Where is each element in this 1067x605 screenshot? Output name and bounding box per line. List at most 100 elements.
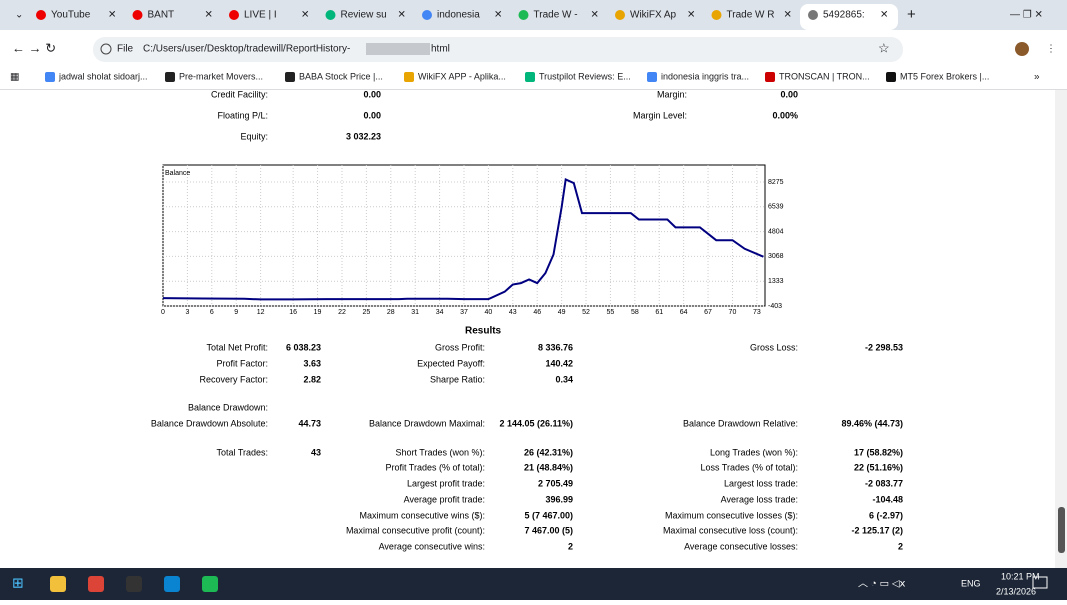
bookmark-star[interactable]: ☆ [878, 40, 890, 55]
info-icon[interactable] [100, 43, 112, 55]
tab-close[interactable]: ✕ [301, 10, 309, 21]
result-value: 2 144.05 (26.11%) [499, 418, 573, 428]
url-path[interactable]: C:/Users/user/Desktop/tradewill/ReportHi… [143, 44, 350, 55]
x-tick-label: 64 [680, 309, 688, 316]
tab-title[interactable]: BANT [148, 10, 175, 21]
result-label: Gross Profit: [435, 342, 485, 352]
window-controls[interactable]: — ❐ ✕ [1010, 10, 1043, 21]
tab-close[interactable]: ✕ [880, 10, 888, 21]
tab-icon [325, 10, 336, 20]
tab-title[interactable]: Review su [341, 10, 387, 21]
bookmark[interactable]: jadwal sholat sidoarj... [58, 71, 148, 81]
result-value: 2 [568, 541, 573, 551]
scheme: File [117, 44, 134, 55]
summary-value: 3 032.23 [346, 131, 381, 141]
tab-title[interactable]: LIVE | I [244, 10, 277, 21]
url-suffix[interactable]: html [431, 44, 450, 55]
x-tick-label: 40 [485, 309, 493, 316]
x-tick-label: 43 [509, 309, 517, 316]
bookmark[interactable]: MT5 Forex Brokers |... [900, 71, 989, 81]
date[interactable]: 2/13/2026 [996, 586, 1036, 596]
x-tick-label: 0 [161, 309, 165, 316]
tab-title[interactable]: Trade W - [534, 10, 578, 21]
result-label: Average consecutive wins: [379, 541, 485, 551]
tab-close[interactable]: ✕ [108, 10, 116, 21]
taskbar-app[interactable] [164, 576, 180, 592]
tab-title[interactable]: Trade W R [727, 10, 775, 21]
x-tick-label: 28 [387, 309, 395, 316]
tab-close[interactable]: ✕ [687, 10, 695, 21]
bookmark[interactable]: WikiFX APP - Aplika... [418, 71, 506, 81]
taskbar [0, 568, 1067, 600]
tab-close[interactable]: ✕ [398, 10, 406, 21]
taskbar-app[interactable] [126, 576, 142, 592]
scroll-thumb[interactable] [1058, 507, 1065, 553]
tab-title[interactable]: WikiFX Ap [630, 10, 677, 21]
result-value: 21 (48.84%) [524, 462, 573, 472]
apps[interactable]: ▦ [10, 72, 19, 83]
more-bookmarks[interactable]: » [1034, 72, 1040, 83]
y-tick-label: 6539 [768, 204, 784, 211]
result-value: -104.48 [872, 494, 903, 504]
result-label: Average profit trade: [404, 494, 485, 504]
x-tick-label: 55 [607, 309, 615, 316]
start[interactable]: ⊞ [12, 575, 24, 591]
taskbar-app[interactable] [202, 576, 218, 592]
x-tick-label: 70 [729, 309, 737, 316]
tab-icon [422, 10, 432, 20]
tab-close[interactable]: ✕ [591, 10, 599, 21]
result-label: Total Net Profit: [206, 342, 268, 352]
tray-icons[interactable]: ︿ ◔ ▭ ◁ⅹ [858, 579, 906, 590]
new-tab[interactable]: + [907, 6, 916, 23]
x-tick-label: 19 [314, 309, 322, 316]
result-value: 89.46% (44.73) [841, 418, 903, 428]
bookmark[interactable]: indonesia inggris tra... [661, 71, 749, 81]
taskbar-app[interactable] [50, 576, 66, 592]
language[interactable]: ENG [961, 578, 981, 588]
tab-close[interactable]: ✕ [784, 10, 792, 21]
x-tick-label: 58 [631, 309, 639, 316]
bookmark[interactable]: Trustpilot Reviews: E... [539, 71, 631, 81]
result-value: -2 083.77 [865, 478, 903, 488]
result-value: 3.63 [303, 358, 321, 368]
bookmark[interactable]: BABA Stock Price |... [299, 71, 383, 81]
x-tick-label: 3 [185, 309, 189, 316]
time[interactable]: 10:21 PM [1001, 571, 1040, 581]
tab-close[interactable]: ✕ [205, 10, 213, 21]
tab-title[interactable]: YouTube [51, 10, 91, 21]
blurred-url [366, 43, 430, 55]
profile[interactable] [1015, 42, 1029, 56]
results-title: Results [465, 326, 502, 337]
bookmark[interactable]: Pre-market Movers... [179, 71, 263, 81]
result-value: 0.34 [555, 374, 573, 384]
result-label: Maximum consecutive losses ($): [665, 510, 798, 520]
result-label: Balance Drawdown: [188, 402, 268, 412]
chart-title: Balance [165, 170, 190, 177]
omnibox[interactable] [93, 37, 903, 62]
menu[interactable]: ⋮ [1046, 44, 1056, 55]
tab-title[interactable]: indonesia [437, 10, 480, 21]
x-tick-label: 61 [655, 309, 663, 316]
bookmark-icon [647, 72, 657, 82]
result-label: Long Trades (won %): [710, 447, 798, 457]
x-tick-label: 6 [210, 309, 214, 316]
result-value: 22 (51.16%) [854, 462, 903, 472]
tab-title[interactable]: 5492865: [823, 10, 865, 21]
result-label: Total Trades: [216, 447, 268, 457]
result-label: Largest profit trade: [407, 478, 485, 488]
taskbar-app[interactable] [88, 576, 104, 592]
summary-label: Credit Facility: [211, 89, 268, 99]
summary-value: 0.00 [363, 89, 381, 99]
result-label: Gross Loss: [750, 342, 798, 352]
tab-menu[interactable]: ⌄ [15, 10, 23, 21]
result-label: Largest loss trade: [724, 478, 798, 488]
nav-buttons[interactable]: ← → ↻ [12, 40, 56, 55]
result-value: 26 (42.31%) [524, 447, 573, 457]
bookmark[interactable]: TRONSCAN | TRON... [779, 71, 870, 81]
x-tick-label: 22 [338, 309, 346, 316]
notifications[interactable] [1032, 576, 1048, 589]
tab-icon [615, 10, 625, 20]
y-tick-label: -403 [768, 303, 782, 310]
tab-close[interactable]: ✕ [494, 10, 502, 21]
result-label: Average loss trade: [721, 494, 798, 504]
